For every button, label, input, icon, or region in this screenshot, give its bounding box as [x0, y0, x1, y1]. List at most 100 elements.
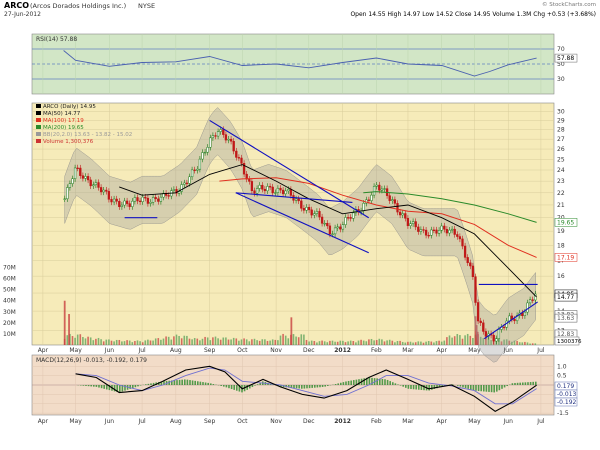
macd-histogram-bar — [298, 385, 300, 389]
volume-bar — [287, 338, 290, 345]
macd-histogram-bar — [319, 385, 321, 388]
candle-body — [81, 175, 85, 179]
volume-bar — [479, 336, 482, 345]
volume-bar — [440, 341, 443, 345]
volume-bar — [404, 342, 407, 345]
macd-histogram-bar — [82, 385, 85, 386]
volume-bar — [383, 341, 386, 345]
price-tick-label: 28 — [557, 127, 565, 134]
macd-histogram-bar — [381, 378, 384, 385]
volume-bar — [238, 340, 240, 345]
volume-bar — [295, 336, 297, 345]
ticker-symbol: ARCO — [4, 1, 29, 10]
macd-histogram-bar — [436, 385, 438, 389]
candle-body — [222, 129, 225, 135]
macd-histogram-bar — [355, 379, 358, 385]
volume-bar — [269, 340, 271, 345]
macd-histogram-bar — [85, 385, 87, 386]
candle-body — [352, 212, 355, 219]
macd-histogram-bar — [321, 385, 324, 388]
price-x-tick-label: May — [69, 347, 82, 354]
macd-histogram-bar — [391, 382, 394, 385]
volume-bar — [466, 333, 469, 345]
candle-body — [144, 196, 147, 199]
rsi-legend: RSI(14) 57.88 — [36, 36, 77, 43]
macd-tick-label: 0.5 — [557, 373, 567, 380]
candle-body — [224, 134, 228, 141]
macd-histogram-bar — [295, 385, 298, 389]
candle-body — [326, 222, 329, 227]
macd-x-tick-label: Mar — [402, 418, 414, 425]
macd-histogram-bar — [451, 384, 454, 385]
macd-histogram-bar — [124, 385, 126, 391]
macd-histogram-bar — [527, 382, 529, 385]
candle-body — [79, 167, 82, 176]
candle-body — [362, 202, 365, 212]
macd-histogram-bar — [92, 385, 95, 387]
price-x-tick-label: 2012 — [334, 347, 351, 354]
macd-tick-label: 1.0 — [557, 363, 567, 370]
candle-body — [508, 315, 511, 322]
volume-tick-label: 70M — [3, 265, 16, 272]
price-value-label: 13.63 — [557, 315, 574, 322]
volume-value-label: 1300376 — [557, 339, 582, 345]
candle-body — [456, 234, 459, 237]
volume-bar — [446, 337, 448, 345]
candle-body — [497, 329, 501, 339]
volume-bar — [282, 333, 284, 345]
price-x-tick-label: Oct — [237, 347, 248, 354]
candle-body — [383, 188, 386, 190]
macd-x-tick-label: Oct — [237, 418, 248, 425]
candle-body — [253, 190, 256, 194]
volume-bar — [144, 340, 147, 345]
candle-body — [185, 182, 189, 185]
volume-bar — [82, 337, 84, 345]
volume-bar — [152, 340, 154, 345]
macd-histogram-bar — [95, 385, 98, 387]
macd-histogram-bar — [209, 383, 212, 385]
candle-body — [380, 188, 384, 191]
macd-histogram-bar — [417, 385, 420, 390]
volume-bar — [347, 341, 349, 345]
macd-x-tick-label: May — [468, 418, 481, 425]
volume-bar — [516, 340, 518, 345]
volume-bar — [534, 343, 537, 345]
legend-swatch — [36, 132, 41, 136]
macd-histogram-bar — [376, 378, 378, 385]
price-x-tick-label: Dec — [303, 347, 315, 354]
macd-histogram-bar — [191, 380, 194, 385]
volume-bar — [461, 338, 464, 345]
candle-body — [331, 233, 334, 235]
candle-body — [367, 199, 371, 201]
company-name: (Arcos Dorados Holdings Inc.) — [30, 2, 126, 10]
candle-body — [266, 186, 269, 192]
macd-histogram-bar — [196, 381, 199, 385]
candle-body — [89, 179, 92, 187]
price-series — [63, 107, 537, 363]
trendline — [483, 301, 538, 340]
volume-bar — [123, 341, 126, 345]
candle-body — [281, 189, 285, 195]
volume-bar — [232, 337, 235, 345]
volume-bar — [66, 335, 69, 345]
volume-bar — [227, 339, 230, 345]
candle-body — [378, 184, 381, 191]
legend-swatch — [36, 139, 41, 143]
grid — [32, 34, 554, 415]
volume-bar — [401, 341, 404, 345]
macd-histogram-bar — [363, 378, 365, 385]
candle-body — [531, 299, 534, 301]
macd-histogram-bar — [160, 381, 163, 385]
candle-body — [414, 221, 417, 228]
macd-histogram-bar — [430, 385, 433, 390]
volume-bar — [310, 340, 313, 345]
volume-bar — [266, 340, 269, 345]
volume-bar — [225, 337, 227, 345]
volume-bar — [375, 340, 378, 345]
price-x-tick-label: Jun — [503, 347, 514, 354]
candle-body — [128, 203, 131, 207]
macd-x-tick-label: Jun — [104, 418, 115, 425]
macd-x-tick-label: Aug — [170, 418, 182, 425]
macd-histogram-bar — [365, 377, 368, 385]
